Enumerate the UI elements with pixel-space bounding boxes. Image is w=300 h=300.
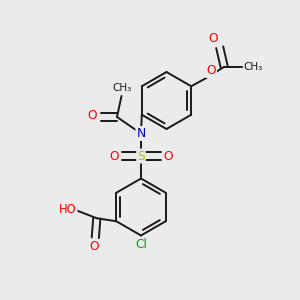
Text: O: O <box>163 149 173 163</box>
Text: N: N <box>136 127 146 140</box>
Text: O: O <box>208 32 218 45</box>
Text: CH₃: CH₃ <box>244 62 263 72</box>
Text: CH₃: CH₃ <box>112 82 131 93</box>
Text: O: O <box>89 240 99 253</box>
Text: O: O <box>87 109 97 122</box>
Text: HO: HO <box>59 203 76 216</box>
Text: Cl: Cl <box>135 238 147 251</box>
Text: O: O <box>206 64 216 77</box>
Text: S: S <box>137 149 145 163</box>
Text: O: O <box>109 149 119 163</box>
